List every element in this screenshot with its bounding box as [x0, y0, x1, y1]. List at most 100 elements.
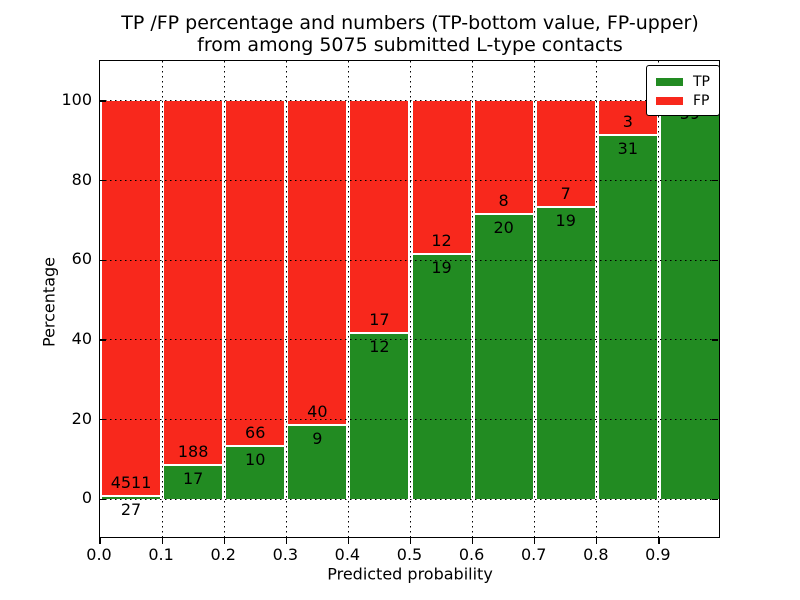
vertical-gridline [161, 61, 163, 537]
x-tick-label: 0.5 [396, 545, 423, 564]
vertical-gridline [410, 61, 411, 537]
fp-count-label: 40 [307, 402, 328, 421]
chart-title-line2: from among 5075 submitted L-type contact… [197, 34, 623, 56]
x-axis-label: Predicted probability [327, 564, 493, 584]
x-tick-mark [347, 537, 350, 544]
vertical-gridline [596, 61, 598, 537]
x-tick-mark [472, 537, 474, 544]
x-tick-label: 0.7 [520, 545, 547, 564]
tp-bar-segment [660, 100, 719, 500]
tp-legend-label: TP [693, 73, 710, 90]
fp-bar-segment [598, 100, 657, 136]
tp-bar-segment [226, 446, 285, 500]
chart-title: TP /FP percentage and numbers (TP-bottom… [90, 12, 730, 56]
y-tick-mark-right [712, 418, 718, 421]
tp-count-label: 27 [120, 499, 142, 519]
tp-count-label: 17 [182, 469, 204, 489]
horizontal-gridline [100, 259, 719, 261]
y-tick-mark-right [712, 339, 718, 341]
x-tick-mark [534, 537, 536, 544]
vertical-gridline [223, 61, 225, 537]
y-tick-mark [100, 259, 106, 261]
tp-bar-segment [536, 208, 595, 500]
legend: TP FP [646, 65, 720, 116]
x-tick-mark [596, 537, 598, 544]
fp-bar-segment [412, 100, 471, 256]
y-tick-mark [100, 179, 106, 182]
tp-bar-segment [350, 334, 409, 500]
tp-bar-segment [164, 466, 223, 500]
tp-legend-swatch [656, 77, 683, 86]
x-tick-mark [223, 537, 225, 544]
x-tick-mark [409, 537, 412, 544]
tp-bar-segment [102, 496, 161, 500]
y-tick-mark [100, 339, 106, 341]
vertical-gridline [658, 61, 660, 537]
y-tick-label: 20 [71, 408, 92, 428]
fp-bar-segment [474, 100, 533, 215]
x-tick-label: 0.2 [210, 545, 236, 564]
legend-item-tp: TP [656, 72, 710, 91]
x-tick-label: 0.0 [86, 545, 112, 564]
fp-count-label: 66 [245, 422, 266, 442]
y-tick-label: 100 [61, 89, 92, 109]
fp-legend-swatch [656, 96, 683, 105]
tp-count-label: 20 [493, 217, 514, 237]
y-tick-mark-right [712, 259, 718, 261]
chart-title-line1: TP /FP percentage and numbers (TP-bottom… [121, 12, 699, 34]
y-tick-mark-right [712, 179, 718, 182]
tp-count-label: 19 [431, 258, 452, 278]
tp-count-label: 12 [369, 337, 390, 357]
y-tick-mark [100, 100, 106, 102]
x-tick-mark [161, 537, 163, 544]
x-tick-mark [658, 537, 660, 544]
tp-bar-segment [288, 426, 347, 500]
x-tick-label: 0.6 [458, 545, 485, 564]
tp-bar-segment [598, 135, 657, 500]
vertical-gridline [534, 61, 536, 537]
vertical-gridline [472, 61, 474, 537]
tp-count-label: 31 [617, 138, 639, 158]
fp-bar-segment [288, 100, 347, 426]
fp-count-label: 3 [622, 111, 633, 131]
vertical-gridline [285, 61, 287, 537]
fp-count-label: 8 [498, 190, 509, 210]
tp-bar-segment [412, 255, 471, 500]
tp-count-label: 9 [312, 429, 323, 448]
horizontal-gridline [100, 498, 719, 500]
y-tick-mark-right [712, 498, 718, 500]
horizontal-gridline [100, 180, 719, 181]
y-tick-label: 40 [71, 328, 92, 348]
fp-legend-label: FP [693, 92, 710, 109]
fp-bar-segment [164, 100, 223, 467]
fp-count-label: 188 [177, 442, 209, 462]
x-tick-mark [99, 537, 101, 544]
horizontal-gridline [100, 339, 719, 341]
tp-count-label: 19 [555, 211, 576, 231]
x-tick-label: 0.1 [148, 545, 174, 564]
fp-count-label: 4511 [110, 472, 152, 492]
tp-count-label: 10 [245, 449, 266, 469]
tp-bar-segment [474, 214, 533, 500]
plot-area: 4511271881766104091712121982071933159 [99, 60, 720, 544]
x-tick-label: 0.8 [583, 545, 609, 564]
y-tick-label: 0 [81, 488, 92, 508]
y-tick-label: 80 [71, 169, 92, 189]
y-tick-label: 60 [71, 249, 92, 269]
fp-bar-segment [350, 100, 409, 335]
x-tick-mark [285, 537, 287, 544]
legend-item-fp: FP [656, 91, 710, 110]
fp-bar-segment [226, 100, 285, 447]
x-tick-label: 0.3 [272, 545, 299, 564]
fp-count-label: 17 [369, 310, 390, 330]
fp-bar-segment [102, 100, 161, 497]
horizontal-gridline [100, 419, 719, 420]
x-tick-label: 0.9 [645, 545, 671, 564]
x-tick-label: 0.4 [334, 545, 361, 564]
horizontal-gridline [100, 100, 719, 102]
y-tick-mark [100, 498, 106, 500]
vertical-gridline [347, 61, 349, 537]
fp-count-label: 7 [560, 184, 571, 204]
fp-count-label: 12 [431, 231, 452, 251]
